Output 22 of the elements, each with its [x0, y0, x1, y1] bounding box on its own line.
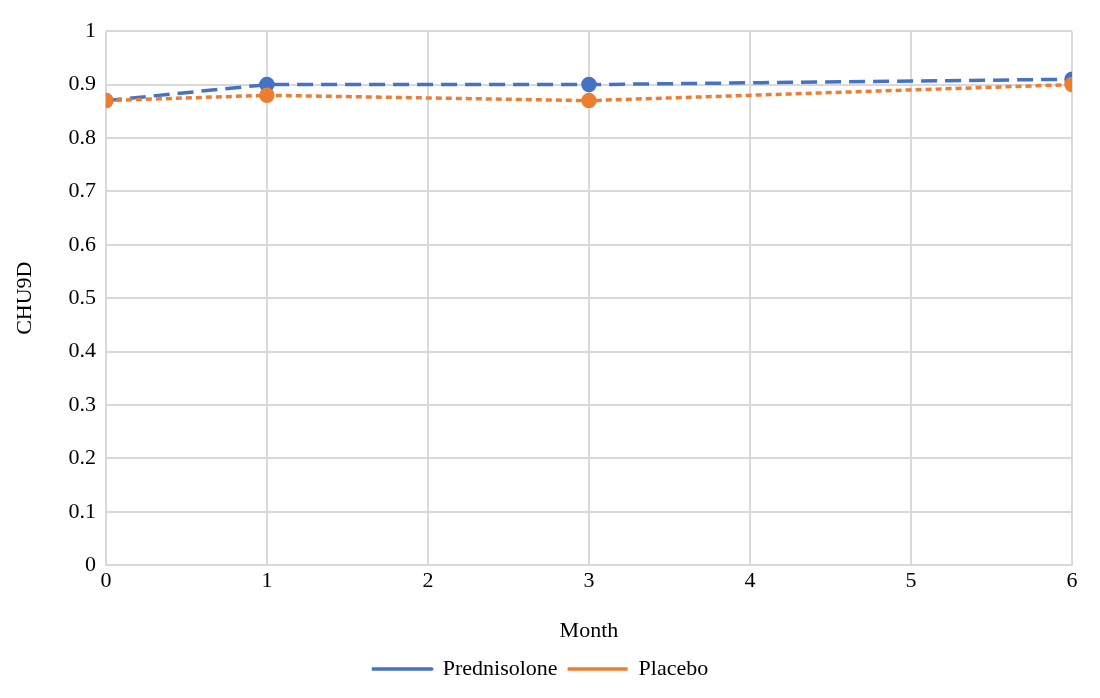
y-tick-label: 0.3: [68, 390, 96, 416]
x-tick-label: 1: [261, 567, 273, 593]
y-axis-title: CHU9D: [10, 261, 36, 335]
y-tick-label: 0.8: [68, 123, 96, 149]
x-tick-label: 3: [583, 567, 595, 593]
y-tick-label: 0.9: [68, 70, 96, 96]
x-tick-label: 5: [905, 567, 917, 593]
y-tick-label: 1: [84, 16, 96, 42]
x-tick-label: 0: [100, 567, 112, 593]
x-tick-label: 4: [744, 567, 756, 593]
y-tick-label: 0.6: [68, 230, 96, 256]
x-tick-label: 6: [1066, 567, 1078, 593]
y-tick-label: 0.1: [68, 497, 96, 523]
y-tick-label: 0.2: [68, 444, 96, 470]
y-tick-label: 0.4: [68, 337, 96, 363]
x-axis-title: Month: [559, 616, 619, 642]
y-tick-label: 0: [84, 550, 96, 576]
x-tick-label: 2: [422, 567, 434, 593]
y-tick-label: 0.7: [68, 177, 96, 203]
legend-label: Placebo: [638, 654, 709, 680]
y-tick-label: 0.5: [68, 283, 96, 309]
legend-label: Prednisolone: [442, 654, 558, 680]
